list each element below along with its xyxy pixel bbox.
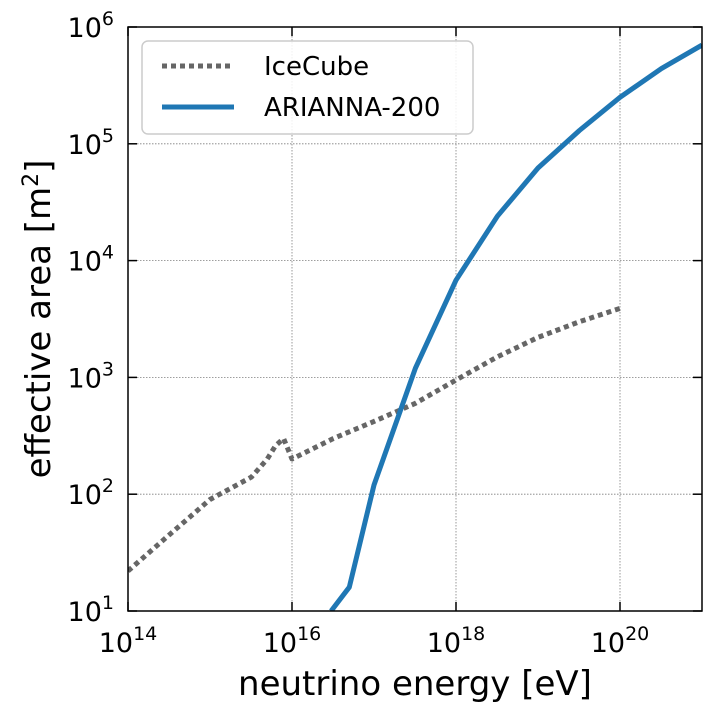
y-axis-title: effective area [m2] (19, 160, 60, 479)
x-tick-label: 1016 (263, 623, 322, 659)
legend-box (141, 40, 474, 135)
y-tick-label: 101 (68, 592, 114, 628)
y-tick-label: 104 (68, 242, 114, 278)
x-tick-label: 1020 (591, 623, 650, 659)
legend-label-icecube: IceCube (264, 52, 369, 82)
y-tick-label: 102 (68, 475, 114, 511)
y-tick-label: 105 (68, 125, 114, 161)
series-line-icecube (128, 306, 621, 573)
plot-frame (127, 26, 703, 612)
y-tick-label: 103 (68, 358, 114, 394)
legend-label-arianna-200: ARIANNA-200 (264, 93, 440, 123)
x-tick-label: 1018 (427, 623, 486, 659)
tick-labels: 1014 1016 1018 1020 101 102 103 104 105 106 (68, 8, 650, 659)
y-tick-label: 106 (68, 8, 114, 44)
series-line-arianna-200 (329, 42, 702, 611)
x-tick-label: 1014 (99, 623, 158, 659)
plot-lines (128, 42, 702, 611)
legend: IceCube ARIANNA-200 (141, 40, 474, 135)
x-axis-title: neutrino energy [eV] (238, 664, 592, 704)
